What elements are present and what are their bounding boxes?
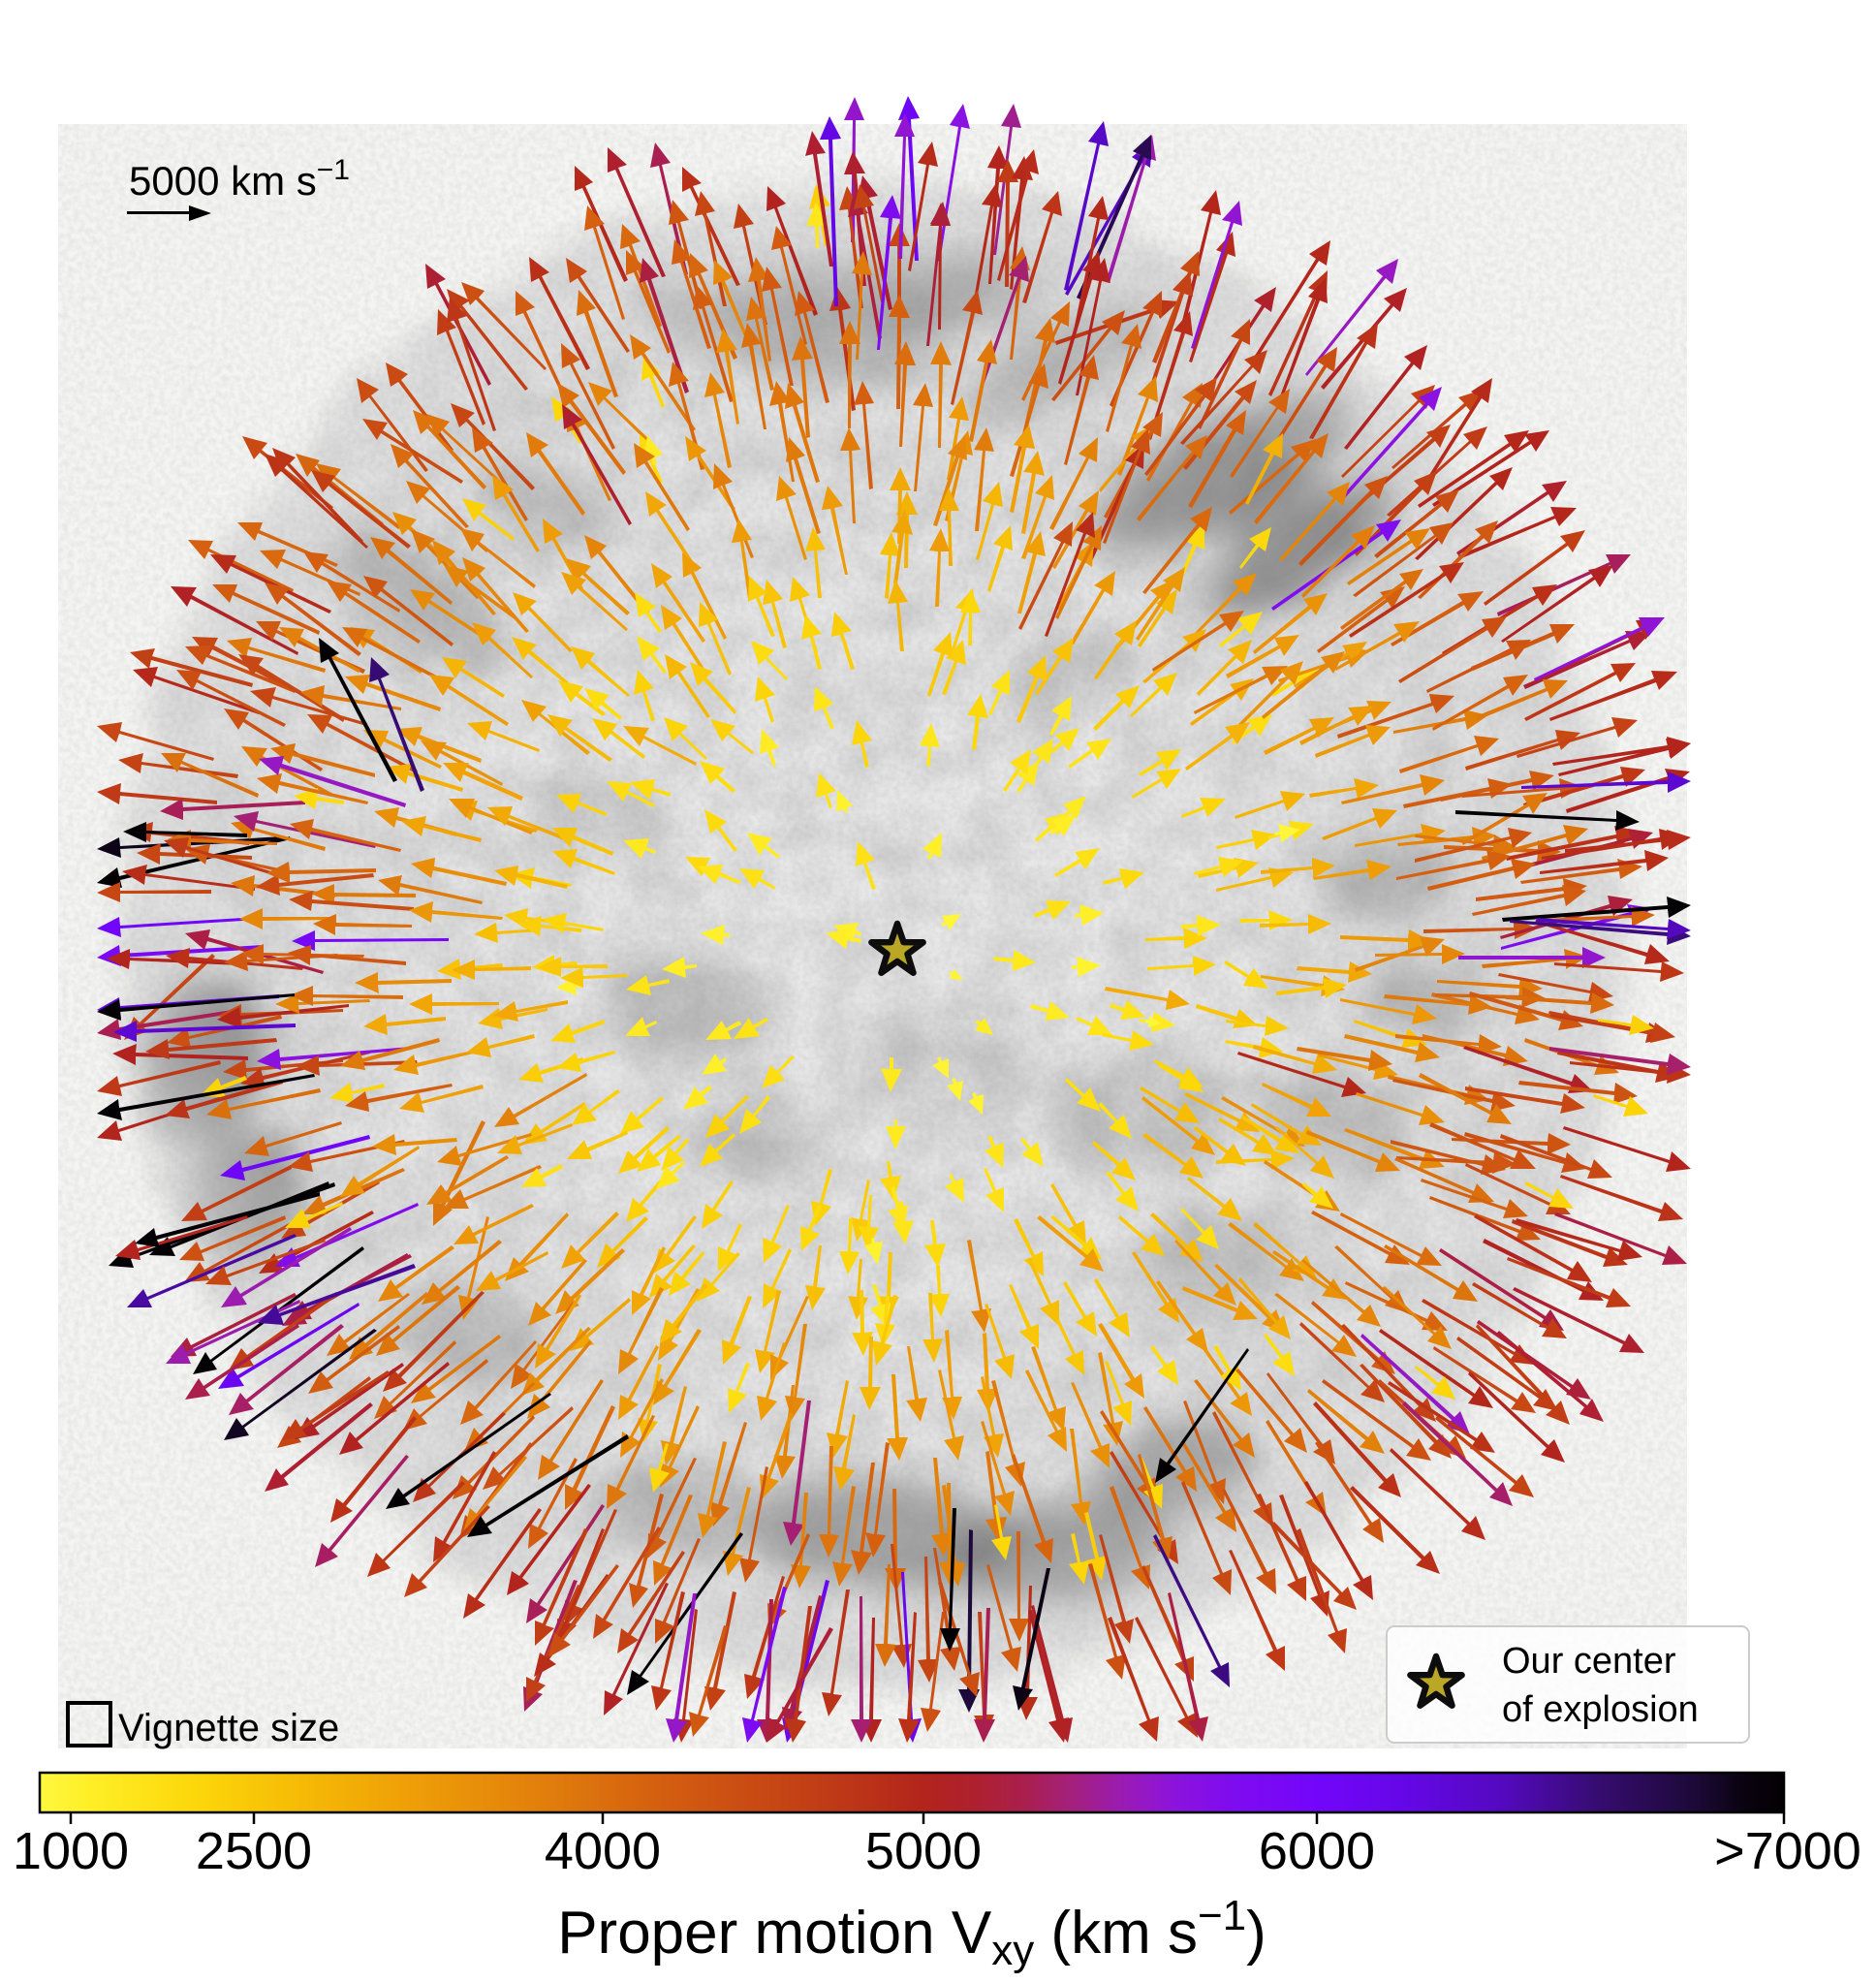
svg-text:Vignette size: Vignette size	[118, 1707, 339, 1749]
svg-text:5000: 5000	[865, 1822, 982, 1880]
svg-text:of explosion: of explosion	[1502, 1689, 1699, 1730]
svg-text:1000: 1000	[13, 1822, 129, 1880]
svg-text:6000: 6000	[1259, 1822, 1375, 1880]
svg-text:>7000: >7000	[1714, 1822, 1861, 1880]
svg-text:5000 km s−1: 5000 km s−1	[129, 154, 350, 204]
svg-text:Our center: Our center	[1502, 1641, 1676, 1682]
svg-text:Proper motion Vxy (km s−1): Proper motion Vxy (km s−1)	[557, 1892, 1266, 1974]
svg-text:2500: 2500	[196, 1822, 312, 1880]
svg-text:4000: 4000	[545, 1822, 661, 1880]
